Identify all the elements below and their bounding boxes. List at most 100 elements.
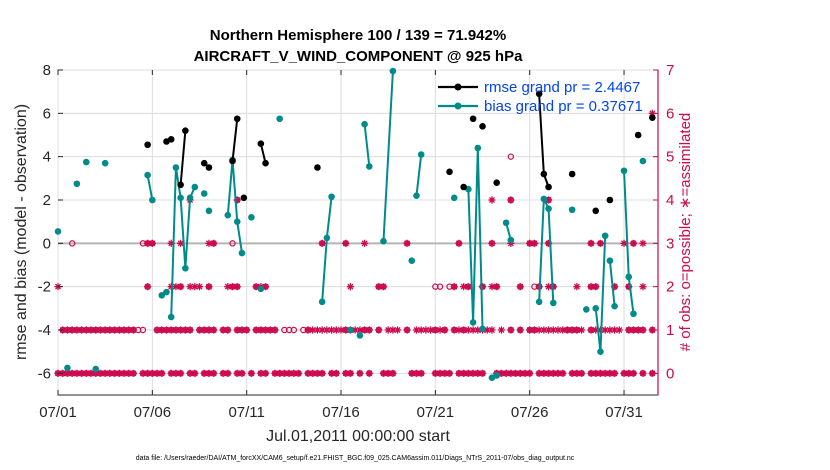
y2-tick-label: 6 — [666, 105, 674, 122]
obs-assimilated-marker — [172, 283, 180, 291]
obs-assimilated-marker — [162, 326, 171, 334]
y-tick-label: 2 — [43, 192, 51, 209]
obs-assimilated-marker — [346, 283, 355, 291]
rmse-point — [182, 127, 189, 134]
bias-point — [233, 218, 241, 225]
y2-tick-label: 4 — [666, 192, 674, 209]
obs-assimilated-marker — [375, 283, 383, 291]
bias-point — [469, 319, 477, 326]
bias-point — [583, 306, 590, 313]
obs-assimilated-marker — [120, 369, 128, 377]
obs-assimilated-marker — [648, 369, 656, 377]
rmse-point — [314, 164, 321, 171]
obs-assimilated-marker — [224, 326, 232, 334]
obs-possible-marker — [507, 153, 515, 160]
obs-assimilated-marker — [629, 369, 638, 377]
rmse-point — [592, 207, 600, 215]
rmse-point — [479, 123, 486, 130]
obs-assimilated-marker — [375, 326, 383, 334]
obs-assimilated-marker — [82, 326, 90, 334]
rmse-point — [167, 136, 175, 143]
bias-point — [182, 264, 189, 272]
obs-assimilated-marker — [210, 239, 218, 247]
obs-assimilated-marker — [596, 239, 605, 247]
bias-point — [248, 214, 255, 221]
x-tick-label: 07/21 — [417, 404, 455, 421]
obs-assimilated-marker — [436, 326, 444, 334]
obs-assimilated-marker — [177, 283, 185, 291]
obs-assimilated-marker — [158, 369, 166, 377]
obs-assimilated-marker — [540, 369, 548, 377]
obs-assimilated-marker — [431, 369, 439, 377]
obs-assimilated-marker — [186, 326, 194, 334]
rmse-point — [205, 164, 213, 171]
bias-point — [450, 194, 458, 202]
obs-assimilated-marker — [417, 369, 425, 377]
obs-assimilated-marker — [186, 369, 194, 377]
obs-assimilated-marker — [394, 326, 402, 334]
obs-assimilated-marker — [403, 326, 411, 334]
obs-assimilated-marker — [77, 369, 86, 377]
obs-assimilated-marker — [629, 326, 638, 334]
obs-assimilated-marker — [125, 369, 133, 377]
obs-assimilated-marker — [271, 369, 279, 377]
bias-point — [83, 158, 90, 166]
y2-tick-label: 5 — [666, 149, 674, 166]
bias-point — [408, 257, 416, 264]
obs-assimilated-marker — [68, 369, 76, 377]
obs-assimilated-marker — [219, 326, 227, 334]
obs-assimilated-marker — [502, 369, 510, 377]
obs-assimilated-marker — [620, 369, 628, 377]
obs-assimilated-marker — [530, 326, 539, 334]
bias-point — [257, 285, 265, 293]
obs-assimilated-marker — [625, 369, 633, 377]
obs-assimilated-marker — [625, 283, 633, 291]
obs-assimilated-marker — [478, 369, 487, 377]
bias-point — [73, 180, 81, 188]
legend-rmse-marker — [454, 83, 462, 91]
obs-assimilated-marker — [592, 326, 600, 334]
obs-assimilated-marker — [436, 369, 444, 377]
obs-assimilated-marker — [129, 369, 138, 377]
obs-assimilated-marker — [172, 326, 180, 334]
obs-assimilated-marker — [601, 326, 609, 334]
rmse-line — [179, 130, 187, 185]
obs-assimilated-marker — [483, 326, 491, 334]
bias-point — [592, 305, 600, 312]
obs-assimilated-marker — [200, 326, 208, 334]
obs-assimilated-marker — [304, 326, 312, 334]
obs-assimilated-marker — [563, 326, 572, 334]
obs-assimilated-marker — [507, 369, 515, 377]
obs-assimilated-marker — [544, 326, 553, 334]
obs-assimilated-marker — [648, 109, 656, 117]
obs-assimilated-marker — [318, 369, 326, 377]
obs-assimilated-marker — [261, 369, 270, 377]
obs-assimilated-marker — [587, 239, 595, 247]
obs-assimilated-marker — [177, 326, 185, 334]
obs-assimilated-marker — [177, 239, 185, 247]
obs-assimilated-marker — [493, 283, 501, 291]
obs-possible-marker — [139, 326, 147, 334]
bias-point — [479, 325, 486, 333]
obs-assimilated-marker — [611, 283, 619, 291]
bias-point — [568, 206, 576, 214]
obs-assimilated-marker — [427, 326, 435, 334]
y2-tick-label: 2 — [666, 279, 674, 296]
obs-assimilated-marker — [276, 369, 284, 377]
rmse-point — [240, 194, 248, 202]
obs-assimilated-marker — [488, 283, 496, 291]
obs-assimilated-marker — [601, 369, 609, 377]
obs-assimilated-marker — [144, 369, 152, 377]
obs-assimilated-marker — [96, 326, 105, 334]
bias-point — [361, 120, 368, 128]
obs-assimilated-marker — [521, 369, 529, 377]
obs-possible-marker — [68, 240, 76, 247]
obs-assimilated-marker — [441, 326, 449, 334]
obs-assimilated-marker — [323, 326, 331, 334]
bias-point — [639, 157, 647, 165]
obs-assimilated-marker — [639, 326, 647, 334]
obs-assimilated-marker — [544, 369, 553, 377]
obs-assimilated-marker — [573, 283, 581, 291]
bias-point — [186, 194, 194, 202]
obs-assimilated-marker — [294, 369, 303, 377]
